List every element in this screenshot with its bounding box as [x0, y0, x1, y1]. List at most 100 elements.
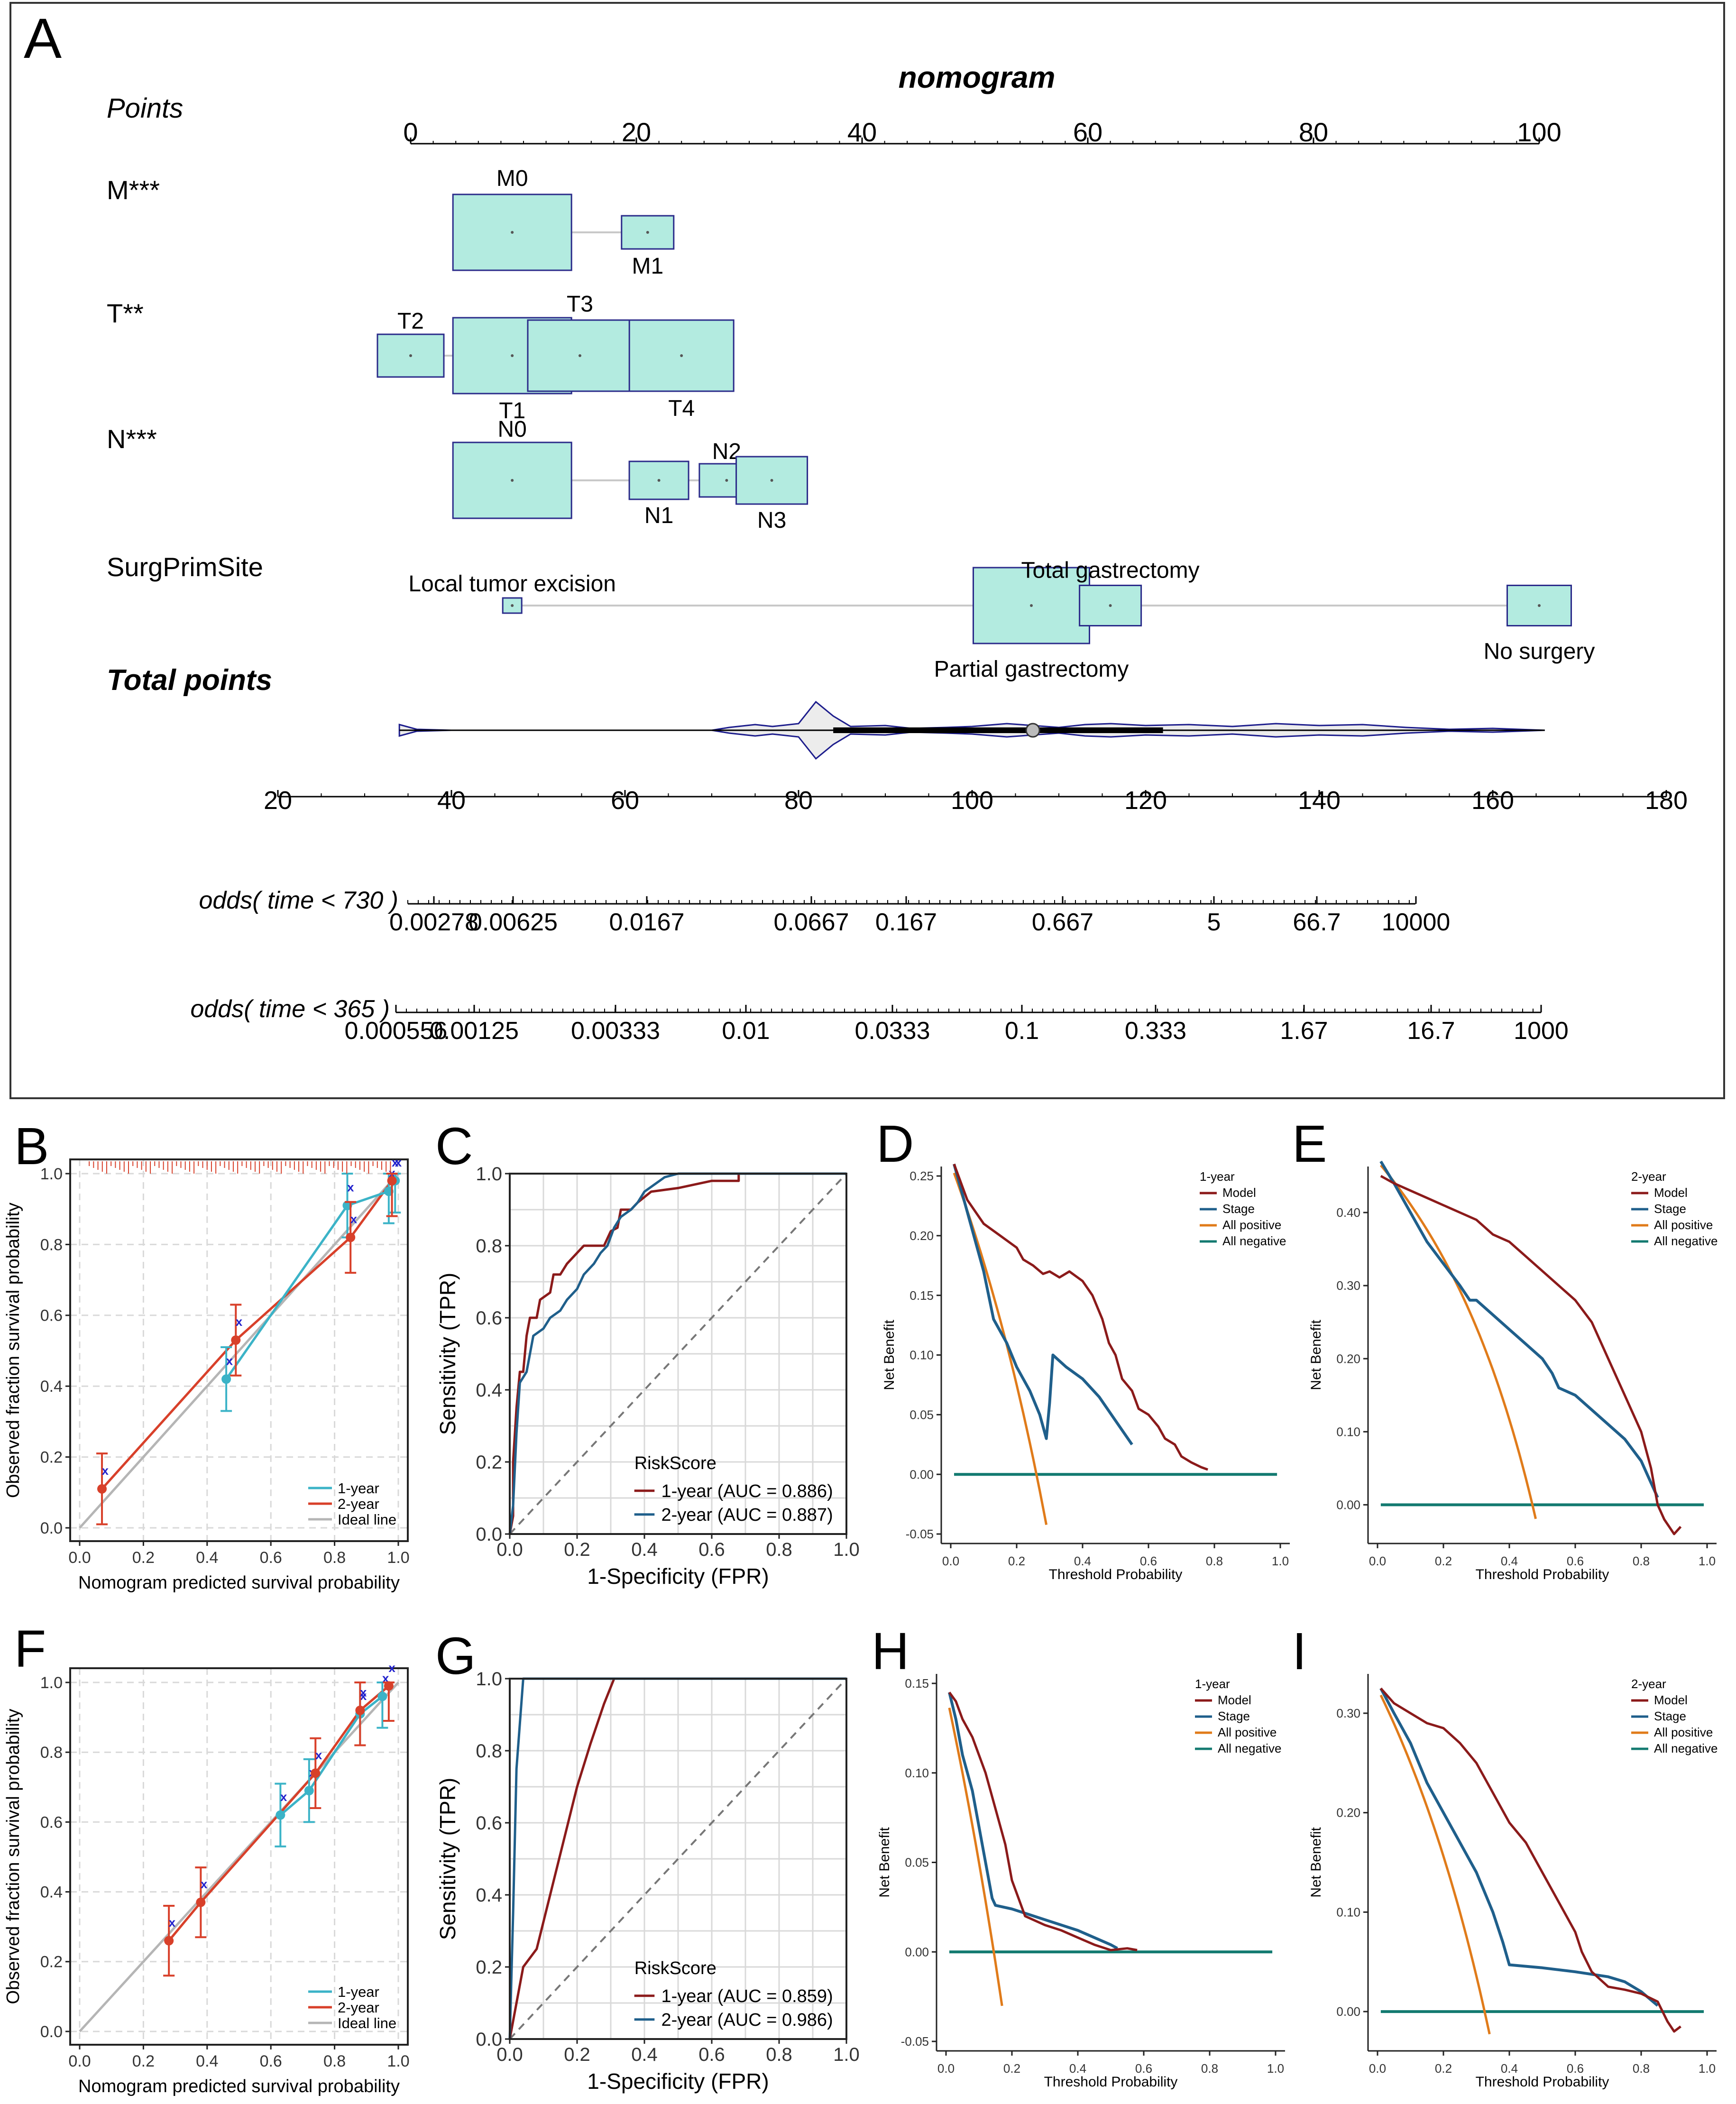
bias-corrected-mark: x	[169, 1915, 176, 1929]
y-axis-label: Observed fraction survival probability	[3, 1203, 23, 1498]
legend-entry: 2-year (AUC = 0.887)	[661, 1505, 833, 1525]
y-axis-label: Net Benefit	[877, 1827, 892, 1898]
x-tick-label: 0.6	[260, 1549, 282, 1567]
x-tick-label: 0.0	[496, 1539, 523, 1560]
ideal-line	[79, 1681, 399, 2032]
all-positive-line	[1379, 1164, 1537, 1519]
bias-corrected-mark: x	[201, 1877, 208, 1891]
calibration-point	[97, 1484, 107, 1494]
x-tick-label: 1.0	[1267, 2061, 1284, 2076]
model-line	[948, 1691, 1138, 1951]
odds-365-label: odds( time < 365 )	[190, 995, 390, 1023]
legend-title: 1-year	[1195, 1677, 1230, 1691]
x-tick-label: 0.0	[1369, 1554, 1386, 1568]
y-tick-label: 0.6	[40, 1307, 63, 1325]
x-tick-label: 1.0	[387, 2052, 409, 2070]
y-tick-label: 0.0	[476, 1524, 502, 1545]
y-axis-label: Net Benefit	[1308, 1827, 1324, 1898]
calibration-point	[231, 1335, 241, 1345]
x-tick-label: 0.0	[496, 2044, 523, 2065]
x-tick-label: 0.6	[1567, 2061, 1584, 2076]
calibration-point	[346, 1232, 356, 1242]
level-point	[646, 231, 649, 234]
points-tick-label: 0	[403, 117, 418, 147]
y-tick-label: 0.0	[40, 1519, 63, 1537]
x-tick-label: 0.0	[937, 2061, 955, 2076]
x-tick-label: 0.4	[1074, 1554, 1091, 1568]
legend-entry: All positive	[1654, 1725, 1713, 1739]
points-tick-label: 80	[1299, 117, 1328, 147]
level-point	[511, 354, 514, 357]
legend-entry: 2-year (AUC = 0.986)	[661, 2010, 833, 2030]
legend-entry: 1-year	[338, 1480, 379, 1497]
y-tick-label: 1.0	[476, 1164, 502, 1185]
legend-title: 2-year	[1631, 1169, 1666, 1184]
x-tick-label: 0.2	[1008, 1554, 1025, 1568]
y-tick-label: 0.20	[1336, 1806, 1360, 1820]
x-tick-label: 1.0	[1699, 1554, 1716, 1568]
total-points-tick-label: 20	[264, 786, 292, 815]
legend-entry: All positive	[1218, 1725, 1277, 1739]
bias-corrected-mark: x	[392, 1155, 399, 1169]
level-point	[409, 354, 412, 357]
y-axis-label: Sensitivity (TPR)	[435, 1778, 460, 1940]
y-tick-label: 1.0	[476, 1669, 502, 1690]
x-tick-label: 0.2	[1003, 2061, 1020, 2076]
level-point	[725, 479, 728, 482]
legend-entry: Model	[1654, 1185, 1688, 1200]
level-label: Local tumor excision	[408, 571, 616, 597]
calibration-point	[304, 1786, 314, 1796]
panel-letter-f: F	[14, 1620, 46, 1678]
y-tick-label: 0.05	[909, 1407, 934, 1422]
x-axis-label: Threshold Probability	[1049, 1567, 1183, 1582]
legend-entry: Ideal line	[338, 2015, 396, 2031]
odds-730-tick-label: 0.667	[1032, 909, 1093, 936]
total-points-tick-label: 120	[1124, 786, 1167, 815]
stage-line	[1379, 1688, 1659, 2007]
y-tick-label: 0.8	[476, 1741, 502, 1762]
total-points-tick-label: 40	[437, 786, 466, 815]
x-tick-label: 0.6	[1135, 2061, 1152, 2076]
bias-corrected-mark: x	[236, 1314, 243, 1329]
y-tick-label: 0.4	[476, 1885, 502, 1906]
total-points-tick-label: 160	[1471, 786, 1514, 815]
legend-title: 2-year	[1631, 1677, 1666, 1691]
y-tick-label: 0.10	[905, 1766, 929, 1780]
x-tick-label: 0.2	[1435, 2061, 1452, 2076]
y-tick-label: 0.20	[909, 1229, 934, 1243]
two-year-line	[101, 1180, 393, 1490]
y-tick-label: 0.6	[476, 1813, 502, 1834]
x-tick-label: 0.2	[1435, 1554, 1452, 1568]
panel-letter-h: H	[872, 1622, 909, 1681]
roc-curve-2-year	[508, 1172, 846, 1534]
y-tick-label: 0.2	[40, 1953, 63, 1971]
x-tick-label: 0.4	[631, 2044, 658, 2065]
plot-border	[509, 1678, 847, 2040]
x-tick-label: 1.0	[1699, 2061, 1716, 2076]
odds-730-tick-label: 0.0667	[773, 909, 849, 936]
x-tick-label: 0.0	[1369, 2061, 1386, 2076]
level-point	[1109, 604, 1112, 607]
level-label: Total gastrectomy	[1021, 558, 1200, 583]
panel-letter-c: C	[435, 1117, 473, 1176]
level-point	[511, 479, 514, 482]
calibration-point	[164, 1936, 174, 1946]
x-tick-label: 0.8	[1201, 2061, 1218, 2076]
odds-730-tick-label: 66.7	[1293, 909, 1341, 936]
y-tick-label: 0.2	[476, 1452, 502, 1473]
legend-entry: Model	[1654, 1693, 1688, 1707]
x-tick-label: 0.4	[196, 1549, 218, 1567]
x-tick-label: 0.8	[1633, 1554, 1650, 1568]
x-tick-label: 0.8	[323, 2052, 346, 2070]
y-axis-label: Net Benefit	[882, 1320, 897, 1390]
legend-entry: 1-year (AUC = 0.886)	[661, 1481, 833, 1501]
bias-corrected-mark: x	[350, 1212, 358, 1226]
variable-label: M***	[107, 175, 160, 205]
total-points-tick-label: 100	[951, 786, 993, 815]
x-tick-label: 1.0	[387, 1549, 409, 1567]
y-tick-label: 0.00	[1336, 2004, 1360, 2019]
nomogram-title: nomogram	[899, 60, 1056, 94]
odds-365-tick-label: 16.7	[1407, 1017, 1455, 1045]
y-tick-label: 0.4	[40, 1883, 63, 1902]
x-tick-label: 0.6	[698, 1539, 725, 1560]
